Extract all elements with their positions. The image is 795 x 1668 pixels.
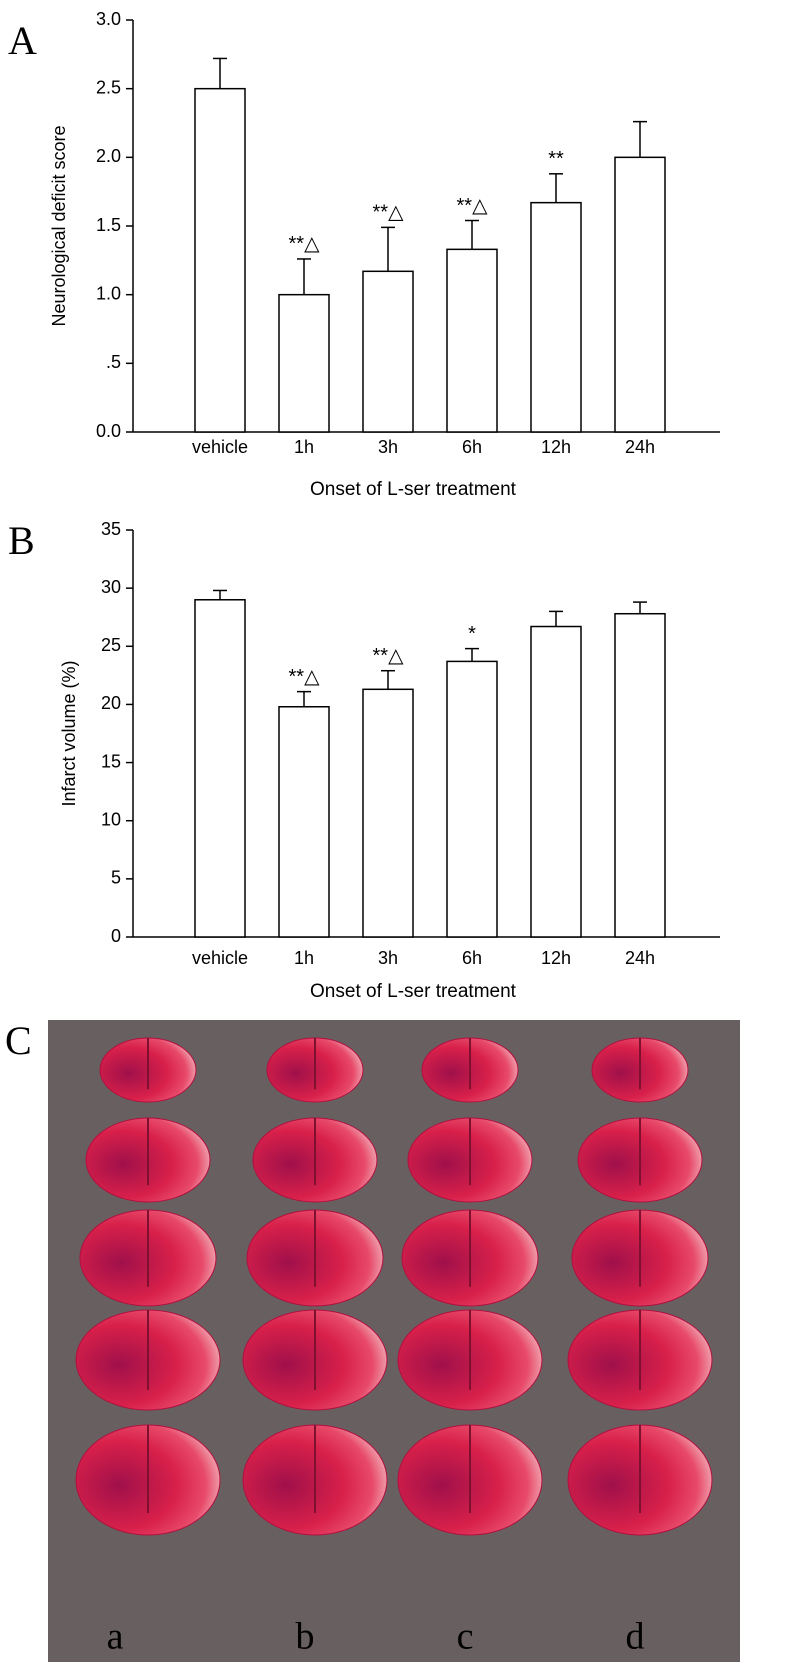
x-tick-label: 12h: [541, 437, 571, 457]
bar: [278, 706, 330, 938]
x-tick-label: 1h: [294, 437, 314, 457]
panel-label: C: [5, 1018, 32, 1063]
column-label: a: [107, 1616, 124, 1658]
y-tick-label: 15: [101, 751, 121, 771]
bar: [278, 293, 330, 433]
panel-label: B: [8, 518, 35, 563]
y-tick-label: 25: [101, 635, 121, 655]
column-label: d: [626, 1616, 645, 1658]
bar: [530, 201, 582, 433]
y-tick-label: 20: [101, 693, 121, 713]
bar: [446, 660, 498, 938]
x-tick-label: 12h: [541, 948, 571, 968]
y-axis-label: Infarct volume (%): [59, 660, 79, 806]
y-tick-label: .5: [106, 352, 121, 372]
bar: [362, 270, 414, 433]
bar: [614, 612, 666, 938]
x-tick-label: 3h: [378, 948, 398, 968]
bar: [194, 599, 246, 938]
y-tick-label: 10: [101, 809, 121, 829]
x-tick-label: vehicle: [192, 437, 248, 457]
y-tick-label: 2.5: [96, 77, 121, 97]
brain-slices: [75, 1037, 713, 1536]
significance-label: *: [468, 623, 476, 645]
x-tick-label: 6h: [462, 437, 482, 457]
significance-label: **△: [457, 195, 489, 217]
x-tick-label: vehicle: [192, 948, 248, 968]
y-tick-label: 5: [111, 868, 121, 888]
panel-label: A: [8, 18, 37, 63]
bar: [362, 688, 414, 938]
y-tick-label: 2.0: [96, 146, 121, 166]
bar: [446, 248, 498, 433]
bar: [614, 156, 666, 433]
significance-label: **△: [373, 645, 405, 667]
x-axis-label: Onset of L-ser treatment: [310, 479, 517, 500]
significance-label: **△: [289, 666, 321, 688]
y-tick-label: 3.0: [96, 9, 121, 29]
significance-label: **: [548, 148, 564, 170]
y-tick-label: 0: [111, 926, 121, 946]
column-label: b: [296, 1616, 315, 1658]
y-tick-label: 1.0: [96, 283, 121, 303]
x-tick-label: 1h: [294, 948, 314, 968]
y-axis-label: Neurological deficit score: [49, 125, 69, 326]
column-label: c: [457, 1616, 474, 1658]
significance-label: **△: [289, 233, 321, 255]
x-axis-label: Onset of L-ser treatment: [310, 981, 517, 1002]
bar: [194, 87, 246, 433]
x-tick-label: 3h: [378, 437, 398, 457]
y-tick-label: 0.0: [96, 421, 121, 441]
y-tick-label: 1.5: [96, 215, 121, 235]
y-tick-label: 35: [101, 519, 121, 539]
x-tick-label: 6h: [462, 948, 482, 968]
bar: [530, 625, 582, 938]
y-tick-label: 30: [101, 577, 121, 597]
significance-label: **△: [373, 202, 405, 224]
x-tick-label: 24h: [625, 437, 655, 457]
x-tick-label: 24h: [625, 948, 655, 968]
